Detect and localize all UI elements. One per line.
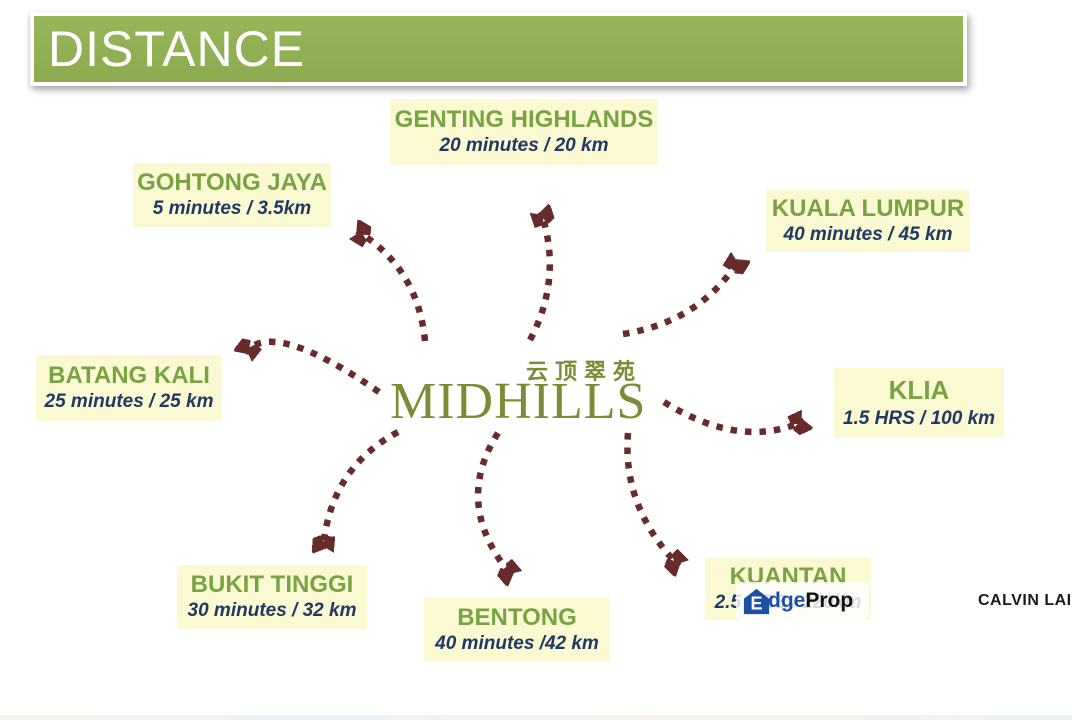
location-distance: 40 minutes / 45 km <box>783 224 953 246</box>
slide-title-banner: DISTANCE <box>30 12 967 86</box>
location-box-bukit-tinggi: BUKIT TINGGI 30 minutes / 32 km <box>177 565 367 629</box>
location-name: GOHTONG JAYA <box>137 168 327 196</box>
location-box-batang-kali: BATANG KALI 25 minutes / 25 km <box>36 355 222 421</box>
location-box-gohtong-jaya: GOHTONG JAYA 5 minutes / 3.5km <box>133 163 331 227</box>
location-distance: 5 minutes / 3.5km <box>152 198 312 220</box>
location-name: GENTING HIGHLANDS <box>394 105 654 133</box>
location-distance: 30 minutes / 32 km <box>187 600 357 622</box>
location-distance: 1.5 HRS / 100 km <box>842 407 996 429</box>
edgeprop-wordmark: dgeProp <box>768 589 854 612</box>
edgeprop-house-icon: E <box>743 588 770 614</box>
arrow-to-bentong <box>474 431 512 576</box>
location-box-bentong: BENTONG 40 minutes /42 km <box>424 598 610 662</box>
arrow-to-bukit-tinggi <box>323 429 400 549</box>
svg-text:E: E <box>750 593 762 613</box>
location-distance: 20 minutes / 20 km <box>439 135 609 157</box>
arrow-to-kuala-lumpur <box>622 260 739 338</box>
edgeprop-watermark: E dgeProp <box>736 582 869 620</box>
arrow-to-klia <box>662 399 804 432</box>
arrow-to-gohtong-jaya <box>357 231 429 342</box>
location-box-kuala-lumpur: KUALA LUMPUR 40 minutes / 45 km <box>766 190 970 252</box>
location-name: BATANG KALI <box>48 361 210 389</box>
location-name: KLIA <box>888 374 950 405</box>
credit-text: CALVIN LAI <box>978 592 1072 609</box>
slide-title: DISTANCE <box>48 21 306 77</box>
bottom-edge-sliver <box>0 715 1072 720</box>
location-distance: 40 minutes /42 km <box>435 633 599 655</box>
location-name: BENTONG <box>457 603 577 631</box>
location-name: KUALA LUMPUR <box>771 194 965 222</box>
arrow-to-batang-kali <box>245 342 381 395</box>
midhills-wordmark: MIDHILLS <box>390 373 647 430</box>
location-name: BUKIT TINGGI <box>190 570 354 598</box>
location-box-klia: KLIA 1.5 HRS / 100 km <box>834 368 1004 438</box>
location-distance: 25 minutes / 25 km <box>44 391 214 413</box>
arrow-to-genting-highlands <box>530 212 550 342</box>
location-box-genting-highlands: GENTING HIGHLANDS 20 minutes / 20 km <box>390 99 658 165</box>
arrow-to-kuantan <box>624 432 679 566</box>
midhills-logo: 云顶翠苑 MIDHILLS <box>388 348 646 428</box>
midhills-chinese-name: 云顶翠苑 <box>525 360 642 385</box>
